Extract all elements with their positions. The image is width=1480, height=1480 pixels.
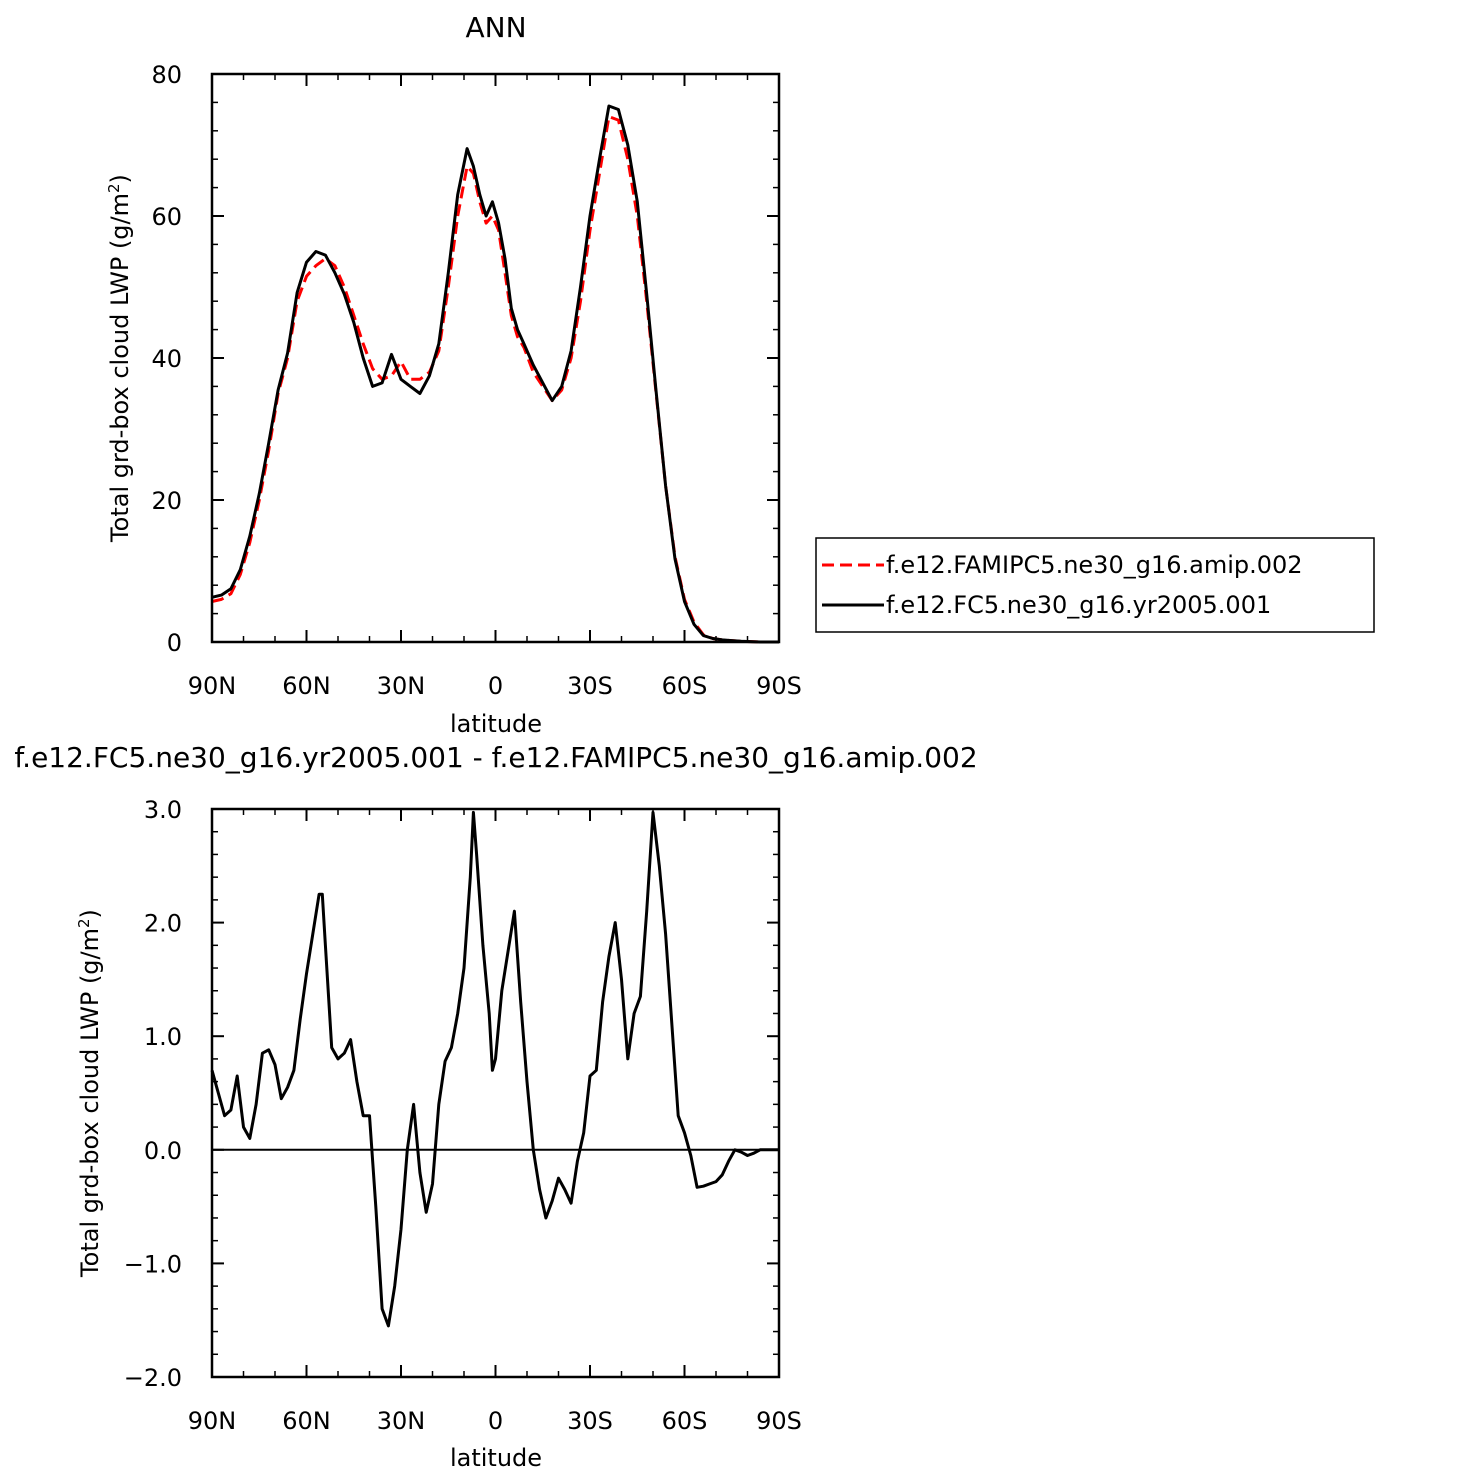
- bottom-panel-title: f.e12.FC5.ne30_g16.yr2005.001 - f.e12.FA…: [14, 741, 977, 774]
- top-plot-frame: [210, 72, 781, 644]
- top-plot-series: [211, 104, 779, 644]
- top-x-tick-label: 60N: [282, 672, 331, 700]
- top-x-tick-label: 90S: [756, 672, 802, 700]
- bottom-series-line-0: [210, 810, 779, 1328]
- top-series-line-1: [211, 104, 779, 644]
- bottom-y-axis-label-main: Total grd-box cloud LWP (g/m: [76, 928, 104, 1278]
- top-panel: ANN 90N 60N 30N 0 30S 60S 90S 0 20 40 60 80 Total g…: [105, 11, 1375, 738]
- top-y-axis-label-main: Total grd-box cloud LWP (g/m: [106, 193, 134, 543]
- bottom-x-tick-label: 30S: [567, 1407, 613, 1435]
- legend-label-amip: f.e12.FAMIPC5.ne30_g16.amip.002: [886, 551, 1303, 579]
- top-x-tick-label: 90N: [188, 672, 237, 700]
- bottom-x-axis-label: latitude: [450, 1444, 542, 1472]
- bottom-x-tick-label: 0: [488, 1407, 503, 1435]
- bottom-panel: f.e12.FC5.ne30_g16.yr2005.001 - f.e12.FA…: [14, 741, 977, 1472]
- top-y-axis-label-end: ): [106, 174, 134, 183]
- top-x-tick-label: 30S: [567, 672, 613, 700]
- top-series-line-0: [211, 115, 779, 644]
- top-x-tick-label: 60S: [662, 672, 708, 700]
- legend-box: [815, 537, 1375, 633]
- bottom-plot-ticks: 90N 60N 30N 0 30S 60S 90S −2.0 −1.0 0.0 1.0 2.0 3.0: [124, 796, 802, 1435]
- bottom-y-tick-label: 0.0: [144, 1137, 182, 1165]
- bottom-y-tick-label: 3.0: [144, 796, 182, 824]
- top-x-tick-label: 30N: [377, 672, 426, 700]
- top-plot-ticks: 90N 60N 30N 0 30S 60S 90S 0 20 40 60 80: [151, 61, 801, 700]
- top-y-tick-label: 60: [151, 203, 182, 231]
- bottom-x-tick-label: 90S: [756, 1407, 802, 1435]
- top-y-axis-label-sup: 2: [105, 183, 123, 193]
- top-x-tick-label: 0: [488, 672, 503, 700]
- legend-label-yr2005: f.e12.FC5.ne30_g16.yr2005.001: [886, 591, 1271, 619]
- bottom-plot-series: [210, 810, 779, 1328]
- legend: f.e12.FAMIPC5.ne30_g16.amip.002 f.e12.FC…: [815, 537, 1375, 633]
- bottom-y-axis-label: Total grd-box cloud LWP (g/m2): [75, 909, 104, 1278]
- bottom-y-tick-label: 1.0: [144, 1023, 182, 1051]
- bottom-x-tick-label: 90N: [188, 1407, 237, 1435]
- bottom-y-tick-label: −1.0: [124, 1250, 182, 1278]
- top-x-axis-label: latitude: [450, 710, 542, 738]
- top-y-tick-label: 20: [151, 487, 182, 515]
- top-panel-title: ANN: [465, 11, 526, 44]
- bottom-y-tick-label: 2.0: [144, 910, 182, 938]
- bottom-y-axis-label-end: ): [76, 909, 104, 918]
- bottom-x-tick-label: 30N: [377, 1407, 426, 1435]
- bottom-x-tick-label: 60S: [662, 1407, 708, 1435]
- top-y-tick-label: 80: [151, 61, 182, 89]
- bottom-plot-frame: [210, 807, 781, 1379]
- top-y-tick-label: 0: [167, 629, 182, 657]
- top-y-axis-label: Total grd-box cloud LWP (g/m2): [105, 174, 134, 543]
- bottom-x-tick-label: 60N: [282, 1407, 331, 1435]
- top-y-tick-label: 40: [151, 345, 182, 373]
- bottom-y-axis-label-sup: 2: [75, 918, 93, 928]
- bottom-y-tick-label: −2.0: [124, 1364, 182, 1392]
